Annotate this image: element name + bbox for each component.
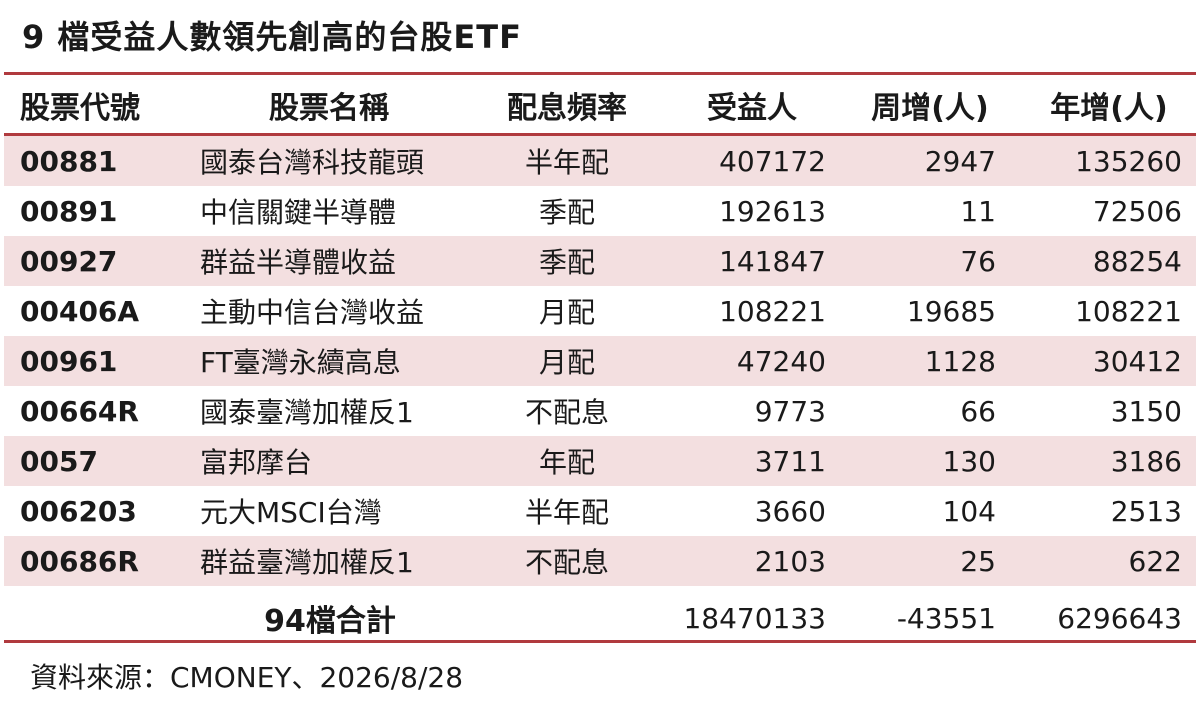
- cell-year: 3150: [1110, 394, 1182, 428]
- cell-week: 104: [942, 494, 996, 528]
- cell-freq: 不配息: [524, 396, 609, 429]
- cell-name: 元大MSCI台灣: [200, 496, 382, 529]
- cell-code: 00686R: [20, 544, 139, 578]
- page-title: 9 檔受益人數領先創高的台股ETF: [22, 18, 522, 56]
- cell-year: 135260: [1075, 144, 1182, 178]
- cell-name: 中信關鍵半導體: [200, 196, 397, 229]
- cell-holders: 407172: [719, 144, 826, 178]
- cell-holders: 3711: [754, 444, 826, 478]
- cell-name: 國泰台灣科技龍頭: [200, 146, 425, 179]
- table-top-rule: [4, 72, 1196, 75]
- cell-freq: 年配: [538, 446, 595, 479]
- cell-freq: 半年配: [524, 146, 609, 179]
- source-note: 資料來源：CMONEY、2026/8/28: [30, 661, 464, 694]
- cell-week: 76: [960, 244, 996, 278]
- total-holders: 18470133: [683, 601, 826, 635]
- total-week: -43551: [896, 601, 996, 635]
- header-freq: 配息頻率: [507, 90, 627, 126]
- table-header: 股票代號 股票名稱 配息頻率 受益人 周增(人) 年增(人): [4, 76, 1196, 133]
- cell-freq: 季配: [538, 246, 595, 279]
- table-row: 00686R 群益臺灣加權反1 不配息 2103 25 622: [4, 536, 1196, 586]
- cell-code: 00961: [20, 344, 118, 378]
- cell-name: 群益半導體收益: [200, 246, 397, 279]
- cell-year: 88254: [1092, 244, 1182, 278]
- cell-code: 00406A: [20, 294, 140, 328]
- cell-freq: 半年配: [524, 496, 609, 529]
- cell-code: 00881: [20, 144, 118, 178]
- cell-name: FT臺灣永續高息: [200, 346, 401, 379]
- table-row: 00891 中信關鍵半導體 季配 192613 11 72506: [4, 186, 1196, 236]
- header-code: 股票代號: [20, 90, 140, 126]
- total-year: 6296643: [1057, 601, 1182, 635]
- cell-name: 主動中信台灣收益: [200, 296, 425, 329]
- table-row: 00927 群益半導體收益 季配 141847 76 88254: [4, 236, 1196, 286]
- table-row: 006203 元大MSCI台灣 半年配 3660 104 2513: [4, 486, 1196, 536]
- header-name: 股票名稱: [269, 90, 389, 126]
- cell-freq: 季配: [538, 196, 595, 229]
- table-row: 0057 富邦摩台 年配 3711 130 3186: [4, 436, 1196, 486]
- cell-holders: 2103: [754, 544, 826, 578]
- cell-holders: 3660: [754, 494, 826, 528]
- cell-year: 72506: [1092, 194, 1182, 228]
- header-week: 周增(人): [871, 90, 989, 126]
- total-row: 94檔合計 18470133 -43551 6296643: [4, 596, 1196, 640]
- table-row: 00664R 國泰臺灣加權反1 不配息 9773 66 3150: [4, 386, 1196, 436]
- header-year: 年增(人): [1050, 90, 1168, 126]
- cell-year: 622: [1128, 544, 1182, 578]
- total-label: 94檔合計: [264, 604, 396, 639]
- table-header-rule: [4, 133, 1196, 136]
- cell-code: 00891: [20, 194, 118, 228]
- cell-name: 富邦摩台: [200, 446, 313, 479]
- cell-code: 006203: [20, 494, 137, 528]
- cell-holders: 47240: [736, 344, 826, 378]
- cell-code: 00664R: [20, 394, 139, 428]
- cell-year: 2513: [1110, 494, 1182, 528]
- table-row: 00961 FT臺灣永續高息 月配 47240 1128 30412: [4, 336, 1196, 386]
- table-row: 00881 國泰台灣科技龍頭 半年配 407172 2947 135260: [4, 136, 1196, 186]
- cell-week: 19685: [906, 294, 996, 328]
- cell-week: 25: [960, 544, 996, 578]
- cell-week: 2947: [924, 144, 996, 178]
- cell-name: 國泰臺灣加權反1: [200, 396, 414, 429]
- cell-week: 66: [960, 394, 996, 428]
- cell-holders: 141847: [719, 244, 826, 278]
- cell-year: 30412: [1092, 344, 1182, 378]
- cell-holders: 192613: [719, 194, 826, 228]
- cell-year: 108221: [1075, 294, 1182, 328]
- cell-year: 3186: [1110, 444, 1182, 478]
- cell-holders: 108221: [719, 294, 826, 328]
- header-holders: 受益人: [707, 90, 797, 126]
- cell-freq: 月配: [538, 296, 595, 329]
- cell-code: 0057: [20, 444, 98, 478]
- cell-week: 1128: [924, 344, 996, 378]
- table-bottom-rule: [4, 640, 1196, 643]
- table-row: 00406A 主動中信台灣收益 月配 108221 19685 108221: [4, 286, 1196, 336]
- cell-freq: 不配息: [524, 546, 609, 579]
- cell-code: 00927: [20, 244, 118, 278]
- cell-week: 130: [942, 444, 996, 478]
- cell-week: 11: [960, 194, 996, 228]
- cell-freq: 月配: [538, 346, 595, 379]
- cell-holders: 9773: [754, 394, 826, 428]
- cell-name: 群益臺灣加權反1: [200, 546, 414, 579]
